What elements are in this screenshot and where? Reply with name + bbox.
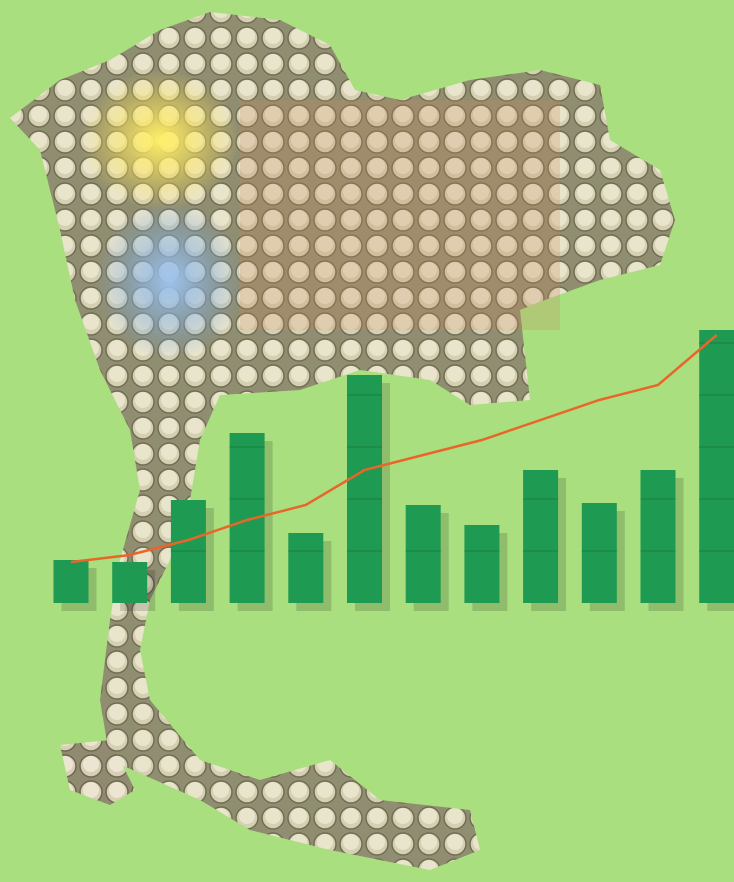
bar (347, 375, 382, 603)
bar (523, 470, 558, 603)
illustration (0, 0, 734, 882)
bar (464, 525, 499, 603)
bar (699, 330, 734, 603)
bar (641, 470, 676, 603)
bar (582, 503, 617, 603)
bar (288, 533, 323, 603)
page: (() => { const data = JSON.parse(documen… (0, 0, 734, 882)
bar (112, 562, 147, 603)
map-shape (10, 12, 675, 870)
bar (54, 560, 89, 603)
bar (406, 505, 441, 603)
